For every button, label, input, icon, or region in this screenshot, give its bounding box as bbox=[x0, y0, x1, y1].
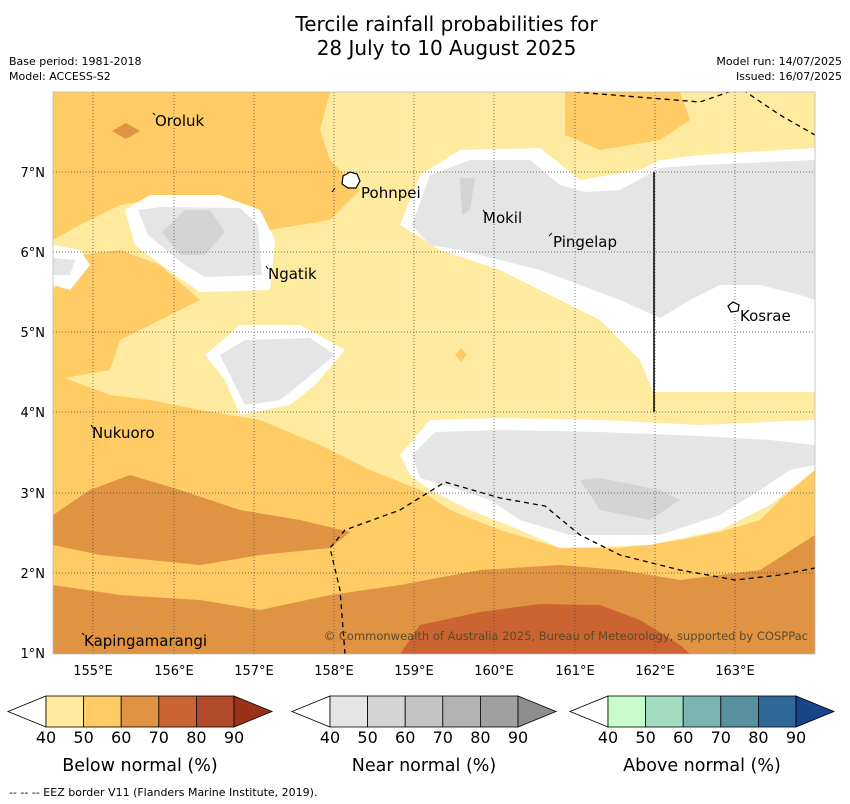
below-normal-legend-label: Below normal (%) bbox=[62, 756, 217, 776]
above-normal-legend-tick: 50 bbox=[635, 728, 655, 747]
kosrae-outline bbox=[727, 301, 740, 313]
pohnpei-outline bbox=[341, 171, 361, 189]
above-normal-legend-swatch bbox=[607, 695, 646, 728]
y-tick-6n: 6°N bbox=[21, 246, 46, 261]
near-normal-legend: 40 50 60 70 80 90 Near normal (%) bbox=[290, 695, 558, 776]
below-normal-legend-tick: 70 bbox=[149, 728, 169, 747]
near-normal-legend-tick: 90 bbox=[508, 728, 528, 747]
label-kapingamarangi: Kapingamarangi bbox=[84, 632, 207, 650]
field-below-70 bbox=[400, 604, 690, 654]
below-normal-legend-tick: 60 bbox=[111, 728, 131, 747]
near-normal-legend-under-arrow bbox=[290, 695, 331, 728]
above-normal-legend-tick: 40 bbox=[598, 728, 618, 747]
below-normal-legend-swatch bbox=[45, 695, 84, 728]
y-tick-1n: 1°N bbox=[21, 647, 46, 662]
field-near-50 bbox=[162, 210, 225, 255]
y-tick-2n: 2°N bbox=[21, 567, 46, 582]
below-normal-legend-over-arrow bbox=[233, 695, 274, 728]
x-tick-157e: 157°E bbox=[234, 664, 274, 679]
above-normal-legend-tick: 90 bbox=[786, 728, 806, 747]
label-nukuoro: Nukuoro bbox=[92, 424, 155, 442]
legend-group: 40 50 60 70 80 90 Below normal (%) 40 50 60 70 80 90… bbox=[6, 695, 836, 776]
below-normal-legend-tick: 90 bbox=[224, 728, 244, 747]
map-title-line-1: Tercile rainfall probabilities for bbox=[295, 12, 598, 36]
above-normal-legend-swatch bbox=[682, 695, 722, 728]
above-normal-legend-label: Above normal (%) bbox=[623, 756, 781, 776]
near-normal-legend-tick: 50 bbox=[357, 728, 377, 747]
label-kosrae: Kosrae bbox=[740, 307, 791, 325]
y-tick-3n: 3°N bbox=[21, 487, 46, 502]
x-tick-160e: 160°E bbox=[474, 664, 514, 679]
near-normal-legend-swatch bbox=[367, 695, 406, 728]
label-pohnpei: Pohnpei bbox=[361, 184, 421, 202]
near-normal-legend-tick: 80 bbox=[470, 728, 490, 747]
near-normal-legend-tick: 60 bbox=[395, 728, 415, 747]
copyright-notice: © Commonwealth of Australia 2025, Bureau… bbox=[324, 629, 808, 643]
below-normal-legend-tick: 40 bbox=[36, 728, 56, 747]
y-tick-5n: 5°N bbox=[21, 326, 46, 341]
below-normal-legend-swatch bbox=[83, 695, 122, 728]
below-normal-legend-tick: 80 bbox=[186, 728, 206, 747]
below-normal-legend-swatch bbox=[195, 695, 235, 728]
above-normal-legend: 40 50 60 70 80 90 Above normal (%) bbox=[568, 695, 836, 776]
near-normal-legend-label: Near normal (%) bbox=[352, 756, 497, 776]
near-normal-legend-over-arrow bbox=[517, 695, 558, 728]
above-normal-legend-under-arrow bbox=[568, 695, 609, 728]
above-normal-legend-swatch bbox=[758, 695, 797, 728]
meta-left: Base period: 1981-2018 Model: ACCESS-S2 bbox=[9, 54, 141, 84]
above-normal-legend-tick: 60 bbox=[673, 728, 693, 747]
probability-field bbox=[53, 92, 815, 654]
x-tick-155e: 155°E bbox=[73, 664, 113, 679]
below-normal-legend-swatch bbox=[158, 695, 197, 728]
near-normal-legend-swatch bbox=[479, 695, 519, 728]
x-tick-156e: 156°E bbox=[154, 664, 194, 679]
base-period-text: Base period: 1981-2018 bbox=[9, 55, 142, 68]
above-normal-legend-tick: 80 bbox=[748, 728, 768, 747]
map-gridlines bbox=[53, 92, 815, 654]
near-normal-legend-swatch bbox=[329, 695, 368, 728]
below-normal-legend-swatch bbox=[120, 695, 160, 728]
eez-footnote: -- -- -- EEZ border V11 (Flanders Marine… bbox=[9, 786, 318, 799]
meta-right: Model run: 14/07/2025 Issued: 16/07/2025 bbox=[716, 54, 842, 84]
below-normal-legend-tick: 50 bbox=[73, 728, 93, 747]
model-run-text: Model run: 14/07/2025 bbox=[716, 55, 842, 68]
above-normal-legend-swatch bbox=[645, 695, 684, 728]
below-normal-legend-under-arrow bbox=[6, 695, 47, 728]
eez-border bbox=[329, 92, 815, 654]
field-below-60 bbox=[53, 475, 350, 565]
issued-text: Issued: 16/07/2025 bbox=[735, 70, 842, 83]
label-oroluk: Oroluk bbox=[155, 112, 204, 130]
model-text: Model: ACCESS-S2 bbox=[9, 70, 111, 83]
above-normal-legend-tick: 70 bbox=[711, 728, 731, 747]
label-pingelap: Pingelap bbox=[553, 233, 617, 251]
x-tick-161e: 161°E bbox=[555, 664, 595, 679]
near-normal-legend-tick: 70 bbox=[433, 728, 453, 747]
label-mokil: Mokil bbox=[483, 209, 522, 227]
above-normal-legend-swatch bbox=[720, 695, 759, 728]
y-tick-7n: 7°N bbox=[21, 166, 46, 181]
x-tick-159e: 159°E bbox=[394, 664, 434, 679]
map-title-line-2: 28 July to 10 August 2025 bbox=[316, 36, 577, 60]
field-near-40 bbox=[412, 160, 815, 318]
near-normal-legend-tick: 40 bbox=[320, 728, 340, 747]
x-tick-158e: 158°E bbox=[314, 664, 354, 679]
label-ngatik: Ngatik bbox=[268, 265, 317, 283]
y-tick-4n: 4°N bbox=[21, 406, 46, 421]
x-tick-163e: 163°E bbox=[715, 664, 755, 679]
x-tick-162e: 162°E bbox=[635, 664, 675, 679]
near-normal-legend-swatch bbox=[442, 695, 481, 728]
near-normal-legend-swatch bbox=[404, 695, 444, 728]
below-normal-legend: 40 50 60 70 80 90 Below normal (%) bbox=[6, 695, 274, 776]
above-normal-legend-over-arrow bbox=[795, 695, 836, 728]
